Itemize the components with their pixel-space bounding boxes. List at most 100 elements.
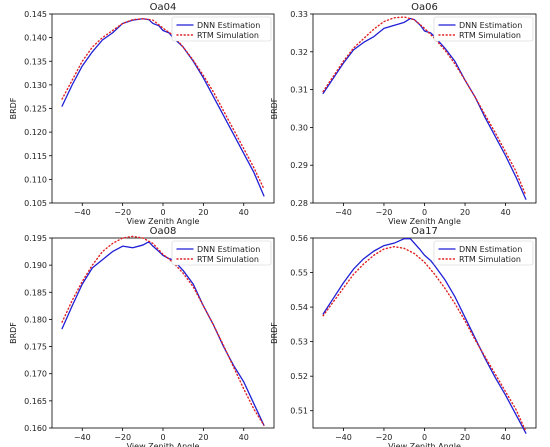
series-line xyxy=(61,18,265,197)
y-tick-label: 0.160 xyxy=(24,424,47,433)
x-tick-label: −20 xyxy=(114,433,131,442)
legend-label: DNN Estimation xyxy=(459,245,522,254)
x-axis-label: View Zenith Angle xyxy=(127,442,200,447)
legend-box xyxy=(433,240,534,266)
y-tick-label: 0.185 xyxy=(24,288,47,297)
x-tick-label: 0 xyxy=(422,208,427,217)
x-tick-label: 40 xyxy=(500,433,510,442)
y-tick-label: 0.52 xyxy=(290,372,308,381)
legend-label: RTM Simulation xyxy=(197,255,259,264)
x-tick-label: 40 xyxy=(500,208,510,217)
x-axis-label: View Zenith Angle xyxy=(388,217,461,226)
y-tick-label: 0.30 xyxy=(290,123,308,132)
y-tick-label: 0.53 xyxy=(290,338,308,347)
series-line xyxy=(61,235,265,426)
series-rtm-simulation xyxy=(322,245,527,433)
legend-label: DNN Estimation xyxy=(197,245,260,254)
chart-panel-oa04: Oa04 −40 −20 0 20 40 0.105 0.110 0.115 0.120 0.125… xyxy=(9,2,275,226)
x-tick-label: 20 xyxy=(460,433,470,442)
series-line xyxy=(322,17,527,200)
y-tick-label: 0.120 xyxy=(24,128,47,137)
series-rtm-simulation xyxy=(61,235,265,426)
x-tick-label: 0 xyxy=(160,433,165,442)
plot-frame xyxy=(51,13,275,204)
y-axis-label: BRDF xyxy=(270,322,279,344)
x-tick-label: 40 xyxy=(239,433,249,442)
legend-label: DNN Estimation xyxy=(459,21,522,30)
plot-frame xyxy=(312,13,537,204)
x-axis-label: View Zenith Angle xyxy=(127,217,200,226)
legend-box xyxy=(433,16,534,42)
chart-title: Oa08 xyxy=(150,226,177,237)
x-tick-label: 20 xyxy=(460,208,470,217)
series-line xyxy=(61,18,265,190)
legend-box xyxy=(171,16,272,42)
y-tick-label: 0.54 xyxy=(290,303,308,312)
series-line xyxy=(322,16,527,197)
y-tick-label: 0.145 xyxy=(24,10,47,19)
y-tick-label: 0.130 xyxy=(24,81,47,90)
legend-label: RTM Simulation xyxy=(459,255,521,264)
y-tick-label: 0.125 xyxy=(24,105,47,114)
y-tick-label: 0.180 xyxy=(24,315,47,324)
legend-label: RTM Simulation xyxy=(459,31,521,40)
chart-panel-oa17: Oa17 −40 −20 0 20 40 0.51 0.52 0.53 0.54 0.55 0.56 V… xyxy=(270,226,537,447)
y-tick-label: 0.110 xyxy=(24,175,47,184)
y-tick-label: 0.175 xyxy=(24,343,47,352)
x-tick-label: −20 xyxy=(376,208,393,217)
y-tick-label: 0.140 xyxy=(24,34,47,43)
x-tick-label: 40 xyxy=(239,208,249,217)
y-tick-label: 0.29 xyxy=(290,161,308,170)
series-dnn-estimation xyxy=(61,241,265,426)
chart-title: Oa04 xyxy=(150,2,177,13)
x-tick-label: −40 xyxy=(335,433,352,442)
x-tick-label: −20 xyxy=(376,433,393,442)
x-tick-label: −40 xyxy=(74,433,91,442)
x-tick-label: −40 xyxy=(74,208,91,217)
chart-panel-oa06: Oa06 −40 −20 0 20 40 0.28 0.29 0.30 0.31 0.32 0.33 V… xyxy=(270,2,537,226)
y-axis-label: BRDF xyxy=(270,97,279,119)
x-tick-label: 0 xyxy=(160,208,165,217)
y-tick-label: 0.170 xyxy=(24,370,47,379)
y-tick-label: 0.190 xyxy=(24,261,47,270)
series-rtm-simulation xyxy=(322,16,527,197)
y-tick-label: 0.33 xyxy=(290,10,308,19)
series-dnn-estimation xyxy=(322,17,527,200)
x-tick-label: 20 xyxy=(198,433,208,442)
series-rtm-simulation xyxy=(61,18,265,190)
y-tick-label: 0.105 xyxy=(24,199,47,208)
y-tick-label: 0.51 xyxy=(290,407,308,416)
y-tick-label: 0.56 xyxy=(290,234,308,243)
series-line xyxy=(322,245,527,433)
y-axis-label: BRDF xyxy=(9,322,18,344)
y-tick-label: 0.32 xyxy=(290,48,308,57)
legend-label: DNN Estimation xyxy=(197,21,260,30)
series-dnn-estimation xyxy=(61,18,265,197)
series-line xyxy=(322,238,527,434)
y-tick-label: 0.28 xyxy=(290,199,308,208)
y-tick-label: 0.115 xyxy=(24,152,47,161)
legend-label: RTM Simulation xyxy=(197,31,259,40)
plot-frame xyxy=(312,237,537,429)
legend-box xyxy=(171,240,272,266)
x-axis-label: View Zenith Angle xyxy=(388,442,461,447)
x-tick-label: −20 xyxy=(114,208,131,217)
x-tick-label: −40 xyxy=(335,208,352,217)
series-dnn-estimation xyxy=(322,238,527,434)
x-tick-label: 20 xyxy=(198,208,208,217)
y-tick-label: 0.135 xyxy=(24,57,47,66)
y-tick-label: 0.195 xyxy=(24,234,47,243)
y-axis-label: BRDF xyxy=(9,97,18,119)
plot-frame xyxy=(51,237,275,429)
y-tick-label: 0.165 xyxy=(24,397,47,406)
chart-title: Oa17 xyxy=(411,226,438,237)
y-tick-label: 0.55 xyxy=(290,269,308,278)
chart-title: Oa06 xyxy=(411,2,438,13)
series-line xyxy=(61,241,265,426)
y-tick-label: 0.31 xyxy=(290,86,308,95)
chart-panel-oa08: Oa08 −40 −20 0 20 40 0.160 0.165 0.170 0.175 0.180… xyxy=(9,226,275,447)
